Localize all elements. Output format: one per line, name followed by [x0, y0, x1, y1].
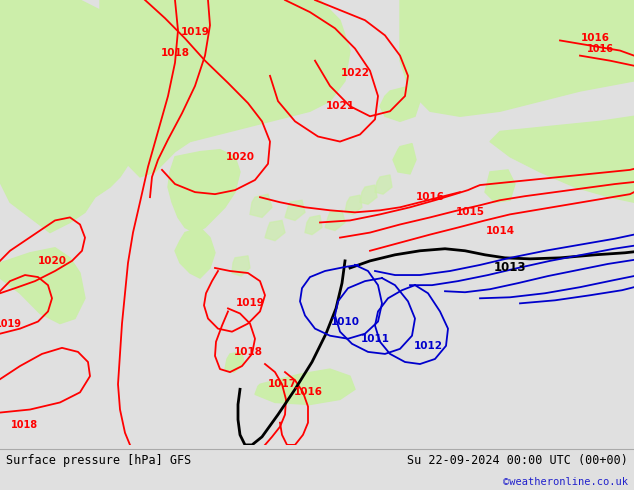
Text: 1012: 1012: [413, 341, 443, 351]
Polygon shape: [393, 144, 416, 174]
Polygon shape: [285, 200, 305, 220]
Polygon shape: [255, 369, 355, 404]
Text: 1020: 1020: [226, 152, 254, 162]
Text: Su 22-09-2024 00:00 UTC (00+00): Su 22-09-2024 00:00 UTC (00+00): [407, 454, 628, 467]
Text: 1021: 1021: [325, 101, 354, 111]
Polygon shape: [175, 227, 215, 278]
Text: 1018: 1018: [11, 420, 39, 430]
Text: 1019: 1019: [181, 27, 209, 37]
Text: 1018: 1018: [160, 48, 190, 58]
Text: 1022: 1022: [340, 68, 370, 78]
Text: 1013: 1013: [494, 262, 526, 274]
Text: 1016: 1016: [415, 192, 444, 202]
Text: 1014: 1014: [486, 225, 515, 236]
Text: Surface pressure [hPa] GFS: Surface pressure [hPa] GFS: [6, 454, 191, 467]
Polygon shape: [360, 185, 377, 204]
Polygon shape: [375, 175, 392, 194]
Polygon shape: [250, 194, 272, 218]
Polygon shape: [0, 248, 85, 323]
Polygon shape: [485, 170, 515, 202]
Text: ©weatheronline.co.uk: ©weatheronline.co.uk: [503, 477, 628, 487]
Text: 1019: 1019: [0, 318, 22, 329]
Polygon shape: [305, 216, 322, 235]
Text: 1019: 1019: [236, 298, 264, 308]
Polygon shape: [168, 149, 240, 233]
Text: 1015: 1015: [455, 207, 484, 218]
Text: 1011: 1011: [361, 334, 389, 344]
Polygon shape: [265, 220, 285, 241]
Polygon shape: [225, 352, 244, 372]
Text: 1016: 1016: [294, 387, 323, 397]
Polygon shape: [400, 0, 634, 116]
Polygon shape: [490, 116, 634, 202]
Text: 1020: 1020: [37, 256, 67, 266]
Polygon shape: [380, 86, 420, 122]
Text: 1016: 1016: [581, 33, 609, 44]
Text: 1018: 1018: [233, 347, 262, 357]
Text: 1010: 1010: [330, 317, 359, 326]
Polygon shape: [325, 210, 345, 231]
Polygon shape: [232, 256, 250, 276]
Polygon shape: [345, 195, 362, 214]
Text: 1017: 1017: [268, 379, 297, 389]
Text: 1016: 1016: [586, 44, 614, 53]
Polygon shape: [0, 0, 170, 233]
Polygon shape: [100, 0, 350, 177]
